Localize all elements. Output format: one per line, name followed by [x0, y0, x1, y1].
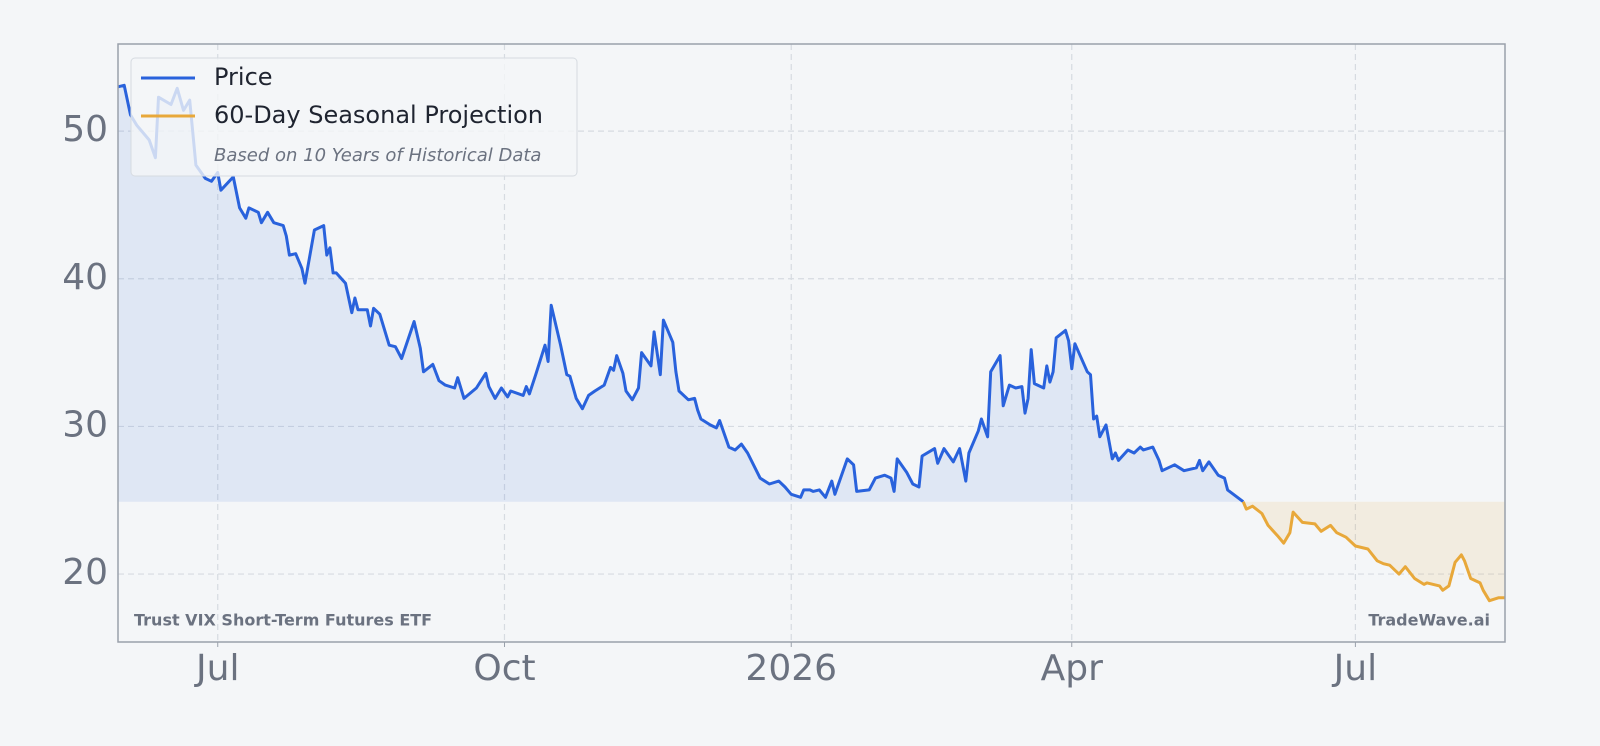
x-tick-label: Apr [1041, 648, 1103, 689]
watermark: TradeWave.ai [1368, 611, 1490, 630]
ticks: 20 30 40 50 Jul Oct 2026 Apr Jul [62, 109, 1377, 689]
legend-box [130, 57, 578, 177]
legend-label: 60-Day Seasonal Projection [214, 101, 543, 129]
area-fill [118, 85, 1244, 502]
lines [117, 83, 1505, 603]
plot-frame [117, 43, 1506, 643]
series-line [1241, 501, 1505, 603]
legend-note: Based on 10 Years of Historical Data [214, 145, 541, 166]
y-tick-label: 20 [62, 552, 108, 593]
legend-label: Price [214, 63, 273, 91]
y-tick-label: 40 [62, 257, 108, 298]
x-tick-label: Jul [1332, 648, 1377, 689]
fills [118, 85, 1505, 601]
y-tick-label: 50 [62, 109, 108, 150]
series-line [117, 83, 1245, 503]
area-fill [1243, 501, 1505, 601]
x-tick-label: 2026 [745, 648, 837, 689]
source-label: Trust VIX Short-Term Futures ETF [134, 611, 432, 630]
x-tick-label: Oct [473, 648, 535, 689]
x-tick-label: Jul [194, 648, 239, 689]
legend: Price 60-Day Seasonal Projection Based on … [130, 57, 578, 177]
y-tick-label: 30 [62, 404, 108, 445]
